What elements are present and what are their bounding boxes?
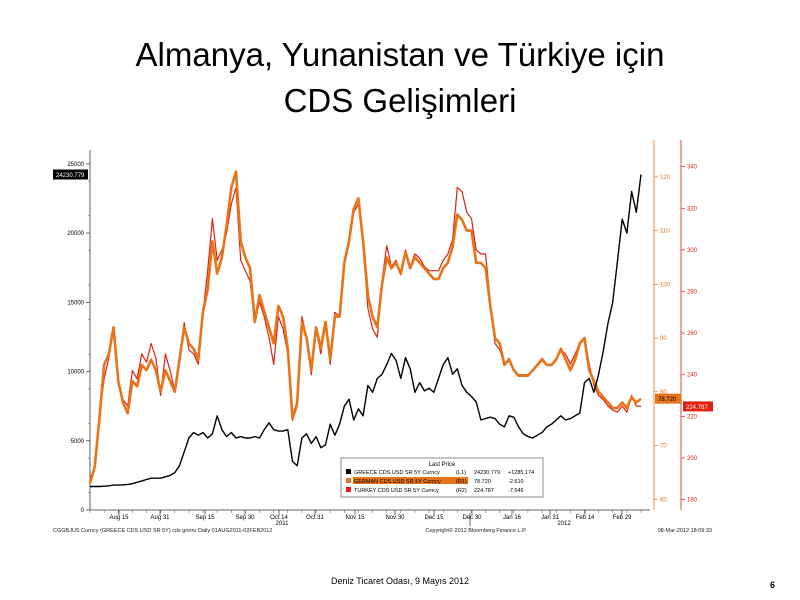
right1-tick-label: 110 xyxy=(660,229,670,235)
right1-tick-label: 70 xyxy=(660,444,667,450)
german-line xyxy=(88,170,642,484)
cds-chart: 0 5000 10000 15000 20000 25000 60 70 80 90 100 110… xyxy=(53,140,713,534)
right1-tick-label: 80 xyxy=(660,390,667,396)
right2-tick-label: 240 xyxy=(687,373,698,379)
turkey-last-tag-text: 224.787 xyxy=(686,405,708,411)
left-tick-label: 5000 xyxy=(71,439,85,445)
x-tick-label: Jan 16 xyxy=(503,515,522,521)
last-value-tags: 24230.779 78.720 224.787 xyxy=(53,169,713,412)
right2-tick-label: 220 xyxy=(687,414,698,420)
right1-tick-label: 90 xyxy=(660,336,667,342)
right1-tick-label: 100 xyxy=(660,282,671,288)
right2-tick-label: 300 xyxy=(687,248,698,254)
page-number: 6 xyxy=(770,580,776,590)
legend-axis-german: (R1) xyxy=(456,479,467,485)
legend-swatch-german xyxy=(346,478,351,483)
legend-change-greece: +1285.174 xyxy=(508,470,534,476)
right2-tick-label: 200 xyxy=(687,456,698,462)
right1-axis: 60 70 80 90 100 110 120 xyxy=(653,140,671,510)
right2-tick-label: 260 xyxy=(687,331,698,337)
greece-last-tag-text: 24230.779 xyxy=(56,173,85,179)
right1-tick-label: 120 xyxy=(660,175,671,181)
right2-tick-label: 340 xyxy=(687,165,698,171)
right1-tick-label: 60 xyxy=(660,497,667,503)
legend-last-greece: 24230.779 xyxy=(474,470,500,476)
x-tick-label: Feb 29 xyxy=(613,515,632,521)
left-axis: 0 5000 10000 15000 20000 25000 xyxy=(67,162,90,514)
x-tick-label: Oct 31 xyxy=(306,515,324,521)
right2-tick-label: 180 xyxy=(687,498,698,504)
chart-frame xyxy=(89,150,650,511)
x-tick-label: Sep 15 xyxy=(195,515,215,521)
x-tick-label: Dec 30 xyxy=(462,515,482,521)
greece-line xyxy=(90,174,642,488)
greece-last-tag-bg xyxy=(53,169,88,180)
german-last-tag-bg xyxy=(655,393,681,404)
left-tick-label: 20000 xyxy=(67,231,84,237)
series-layer xyxy=(88,170,642,488)
left-tick-label: 0 xyxy=(81,508,85,514)
legend-row-german: GERMAN CDS USD SR 5Y Curncy (R1) 78.720 … xyxy=(346,477,524,485)
caption-center: Copyright© 2012 Bloomberg Finance L.P. xyxy=(425,527,527,534)
legend-highlight-german xyxy=(353,477,468,484)
slide-title-line2: CDS Gelişimleri xyxy=(283,82,517,119)
chart-legend: Last Price GREECE CDS USD SR 5Y Curncy (… xyxy=(340,457,544,498)
legend-axis-greece: (L1) xyxy=(456,470,466,476)
german-last-tag-text: 78.720 xyxy=(658,397,677,403)
year-label-2012: 2012 xyxy=(557,521,571,527)
slide-title: Almanya, Yunanistan ve Türkiye için CDS … xyxy=(60,32,740,124)
legend-row-turkey: TURKEY CDS USD SR 5Y Curncy (R2) 224.787… xyxy=(346,487,524,494)
right2-tick-label: 280 xyxy=(687,290,698,296)
left-tick-label: 15000 xyxy=(67,300,84,306)
turkey-line xyxy=(89,186,642,480)
x-tick-label: Dec 15 xyxy=(424,515,444,521)
legend-axis-turkey: (R2) xyxy=(456,488,467,494)
legend-row-greece: GREECE CDS USD SR 5Y Curncy (L1) 24230.7… xyxy=(346,469,534,476)
caption-left: CGGBJUS Curncy (GREECE CDS USD SR 5Y) cd… xyxy=(53,528,272,534)
x-axis: Aug 15 Aug 31 Sep 15 Sep 30 Oct 14 Oct 31 Nov … xyxy=(89,510,642,527)
x-tick-label: Jan 31 xyxy=(541,515,560,521)
left-tick-label: 10000 xyxy=(67,370,84,376)
caption-right: 08-Mar-2012 18:09:33 xyxy=(658,528,712,534)
legend-name-turkey: TURKEY CDS USD SR 5Y Curncy xyxy=(354,488,439,494)
x-tick-label: Aug 31 xyxy=(150,515,170,521)
slide-title-line1: Almanya, Yunanistan ve Türkiye için xyxy=(135,36,665,73)
right2-tick-label: 320 xyxy=(687,206,698,212)
legend-name-greece: GREECE CDS USD SR 5Y Curncy xyxy=(354,470,440,476)
left-tick-label: 25000 xyxy=(67,162,84,168)
year-label-2011: 2011 xyxy=(276,521,290,527)
x-tick-label: Aug 15 xyxy=(109,515,129,521)
turkey-last-tag-bg xyxy=(683,401,713,412)
legend-change-german: -2.610 xyxy=(508,479,524,485)
x-tick-label: Sep 30 xyxy=(235,515,255,521)
legend-swatch-greece xyxy=(346,469,351,474)
x-tick-label: Feb 14 xyxy=(576,515,595,521)
legend-change-turkey: -7.546 xyxy=(508,488,524,494)
legend-last-german: 78.720 xyxy=(474,479,491,485)
x-tick-label: Oct 14 xyxy=(270,515,288,521)
legend-swatch-turkey xyxy=(346,487,351,492)
legend-last-turkey: 224.787 xyxy=(474,488,494,494)
legend-name-german: GERMAN CDS USD SR 5Y Curncy xyxy=(354,479,441,485)
x-tick-label: Nov 15 xyxy=(345,515,365,521)
x-tick-label: Nov 30 xyxy=(385,515,405,521)
legend-header: Last Price xyxy=(429,462,456,468)
slide-footer: Deniz Ticaret Odası, 9 Mayıs 2012 xyxy=(330,576,470,586)
right2-axis: 180 200 220 240 260 280 300 320 340 xyxy=(680,140,698,510)
